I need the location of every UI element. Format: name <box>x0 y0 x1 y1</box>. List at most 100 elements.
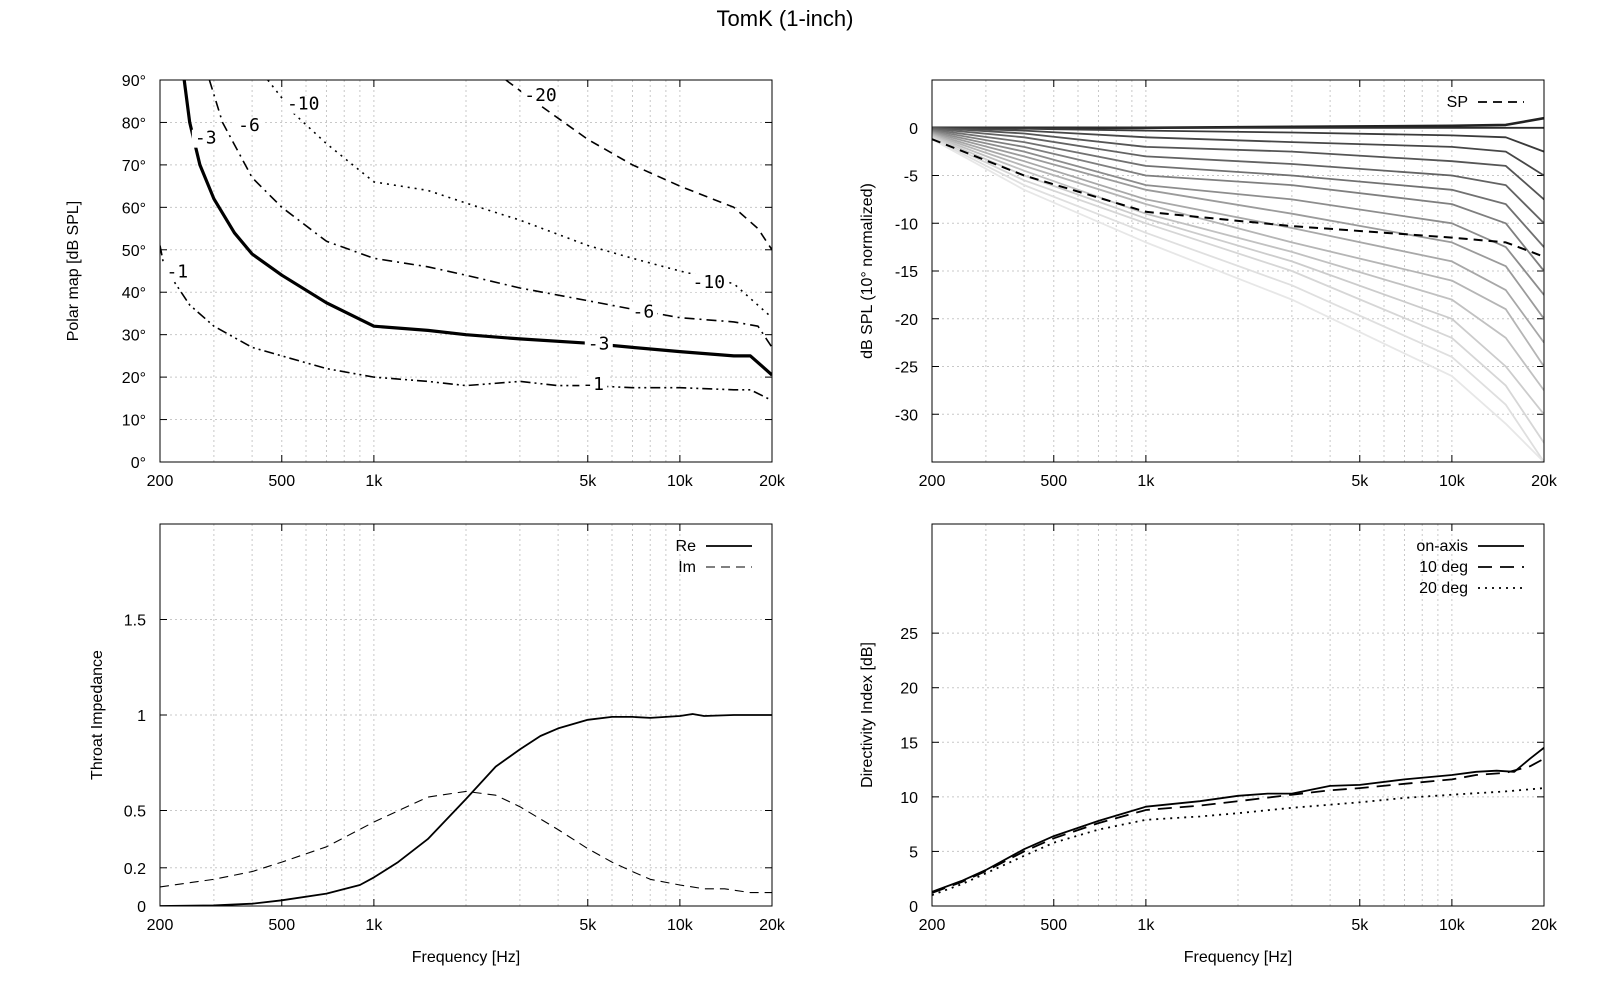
spl-legend-label: SP <box>1447 94 1468 111</box>
spl-ytick-label: 0 <box>909 121 918 138</box>
polar-xtick-label: 500 <box>268 473 295 490</box>
polar-series-line <box>160 245 772 402</box>
spl-series-line <box>932 129 1544 272</box>
di-series-group <box>932 746 1544 896</box>
polar-contour-label-bg <box>629 303 658 322</box>
di-xtick-label: 500 <box>1040 917 1067 934</box>
impedance-xtick-label: 5k <box>579 917 597 934</box>
polar-series-line <box>182 80 772 377</box>
spl-xtick-label: 5k <box>1351 473 1369 490</box>
polar-contour-label: -3 <box>588 334 610 355</box>
polar-contour-label: -1 <box>166 261 188 282</box>
polar-gridlines <box>160 80 772 462</box>
polar-ytick-label: 30° <box>122 328 146 345</box>
spl-series-line <box>932 131 1544 320</box>
spl-series-line <box>932 126 1544 153</box>
spl-ytick-label: -5 <box>904 169 918 186</box>
polar-series-group <box>160 80 772 402</box>
polar-contour-label: -20 <box>524 85 557 106</box>
spl-legend: SP <box>1447 94 1524 111</box>
impedance-axis: 200 500 1k 5k 10k 20k 0 0.2 0.5 1 1.5 <box>124 524 786 934</box>
impedance-series-group <box>160 713 772 906</box>
polar-ytick-label: 40° <box>122 285 146 302</box>
polar-contour-label-bg <box>235 116 264 135</box>
di-xtick-label: 200 <box>919 917 946 934</box>
polar-contour-label-bg <box>283 95 323 114</box>
impedance-xlabel: Frequency [Hz] <box>412 949 520 966</box>
polar-ytick-label: 60° <box>122 200 146 217</box>
polar-contour-label-bg <box>521 87 561 106</box>
polar-axis: 200 500 1k 5k 10k 20k 0° 10° 20° 30° 40° 50° 60° 70° 8… <box>122 73 786 490</box>
impedance-xtick-label: 500 <box>268 917 295 934</box>
impedance-ylabel: Throat Impedance <box>89 650 106 780</box>
spl-series-group <box>932 116 1544 462</box>
polar-contour-label: -10 <box>693 272 726 293</box>
spl-ytick-label: -20 <box>895 312 918 329</box>
polar-xtick-label: 1k <box>365 473 383 490</box>
spl-xtick-label: 200 <box>919 473 946 490</box>
spl-xtick-label: 1k <box>1137 473 1155 490</box>
polar-series-line <box>208 80 772 348</box>
polar-contour-label: -1 <box>582 374 604 395</box>
di-legend-label: 20 deg <box>1419 580 1468 597</box>
di-legend-label: on-axis <box>1416 538 1468 555</box>
spl-series-line <box>932 138 1544 258</box>
di-xlabel: Frequency [Hz] <box>1184 949 1292 966</box>
polar-contour-label: -6 <box>632 302 654 323</box>
impedance-xtick-label: 10k <box>667 917 694 934</box>
spl-ylabel: dB SPL (10° normalized) <box>859 183 876 359</box>
spl-series-line <box>932 130 1544 296</box>
polar-series-line <box>267 80 772 319</box>
polar-contour-label: -3 <box>195 128 217 149</box>
di-ytick-label: 5 <box>909 844 918 861</box>
impedance-ytick-label: 1 <box>137 708 146 725</box>
impedance-series-line <box>160 790 772 894</box>
polar-ytick-label: 90° <box>122 73 146 90</box>
impedance-xtick-label: 200 <box>147 917 174 934</box>
impedance-series-line <box>160 713 772 906</box>
di-series-line <box>932 787 1544 896</box>
spl-plot-frame <box>931 79 1545 463</box>
polar-plot-frame <box>159 79 773 463</box>
di-legend-label: 10 deg <box>1419 559 1468 576</box>
di-ytick-label: 0 <box>909 899 918 916</box>
polar-chart: 200 500 1k 5k 10k 20k 0° 10° 20° 30° 40° 50° 60° 70° 8… <box>65 73 786 490</box>
spl-chart: 200 500 1k 5k 10k 20k 0 -5 -10 -15 -20 -25 -30 dB SPL… <box>859 79 1558 490</box>
spl-series-line <box>932 126 1544 177</box>
impedance-plot-frame <box>159 523 773 907</box>
polar-xtick-label: 5k <box>579 473 597 490</box>
spl-xtick-label: 20k <box>1531 473 1558 490</box>
polar-series-line <box>505 80 772 251</box>
spl-ytick-label: -25 <box>895 360 918 377</box>
impedance-gridlines <box>160 524 772 906</box>
figure-title: TomK (1-inch) <box>717 6 854 31</box>
di-xtick-label: 10k <box>1439 917 1466 934</box>
impedance-chart: 200 500 1k 5k 10k 20k 0 0.2 0.5 1 1.5 Throat Impeda… <box>89 523 786 966</box>
di-ytick-label: 25 <box>900 626 918 643</box>
impedance-legend-label: Im <box>678 559 696 576</box>
di-ytick-label: 20 <box>900 681 918 698</box>
impedance-legend-label: Re <box>676 538 697 555</box>
polar-contour-label-bg <box>584 335 613 354</box>
di-series-line <box>932 757 1544 894</box>
polar-ytick-label: 10° <box>122 413 146 430</box>
spl-ytick-label: -15 <box>895 264 918 281</box>
di-xtick-label: 5k <box>1351 917 1369 934</box>
polar-ytick-label: 20° <box>122 370 146 387</box>
di-ytick-label: 10 <box>900 790 918 807</box>
polar-ytick-label: 50° <box>122 243 146 260</box>
spl-series-line <box>932 138 1544 462</box>
polar-contour-label-bg <box>163 263 192 282</box>
impedance-ytick-label: 1.5 <box>124 613 146 630</box>
polar-xtick-label: 10k <box>667 473 694 490</box>
di-axis: 200 500 1k 5k 10k 20k 0 5 10 15 20 25 <box>900 524 1558 934</box>
impedance-legend: Re Im <box>676 538 752 576</box>
spl-series-line <box>932 137 1544 462</box>
spl-series-line <box>932 133 1544 367</box>
polar-contour-label-bg <box>579 375 608 394</box>
spl-xtick-label: 500 <box>1040 473 1067 490</box>
polar-contour-label: -10 <box>287 94 320 115</box>
spl-xtick-label: 10k <box>1439 473 1466 490</box>
di-xtick-label: 1k <box>1137 917 1155 934</box>
